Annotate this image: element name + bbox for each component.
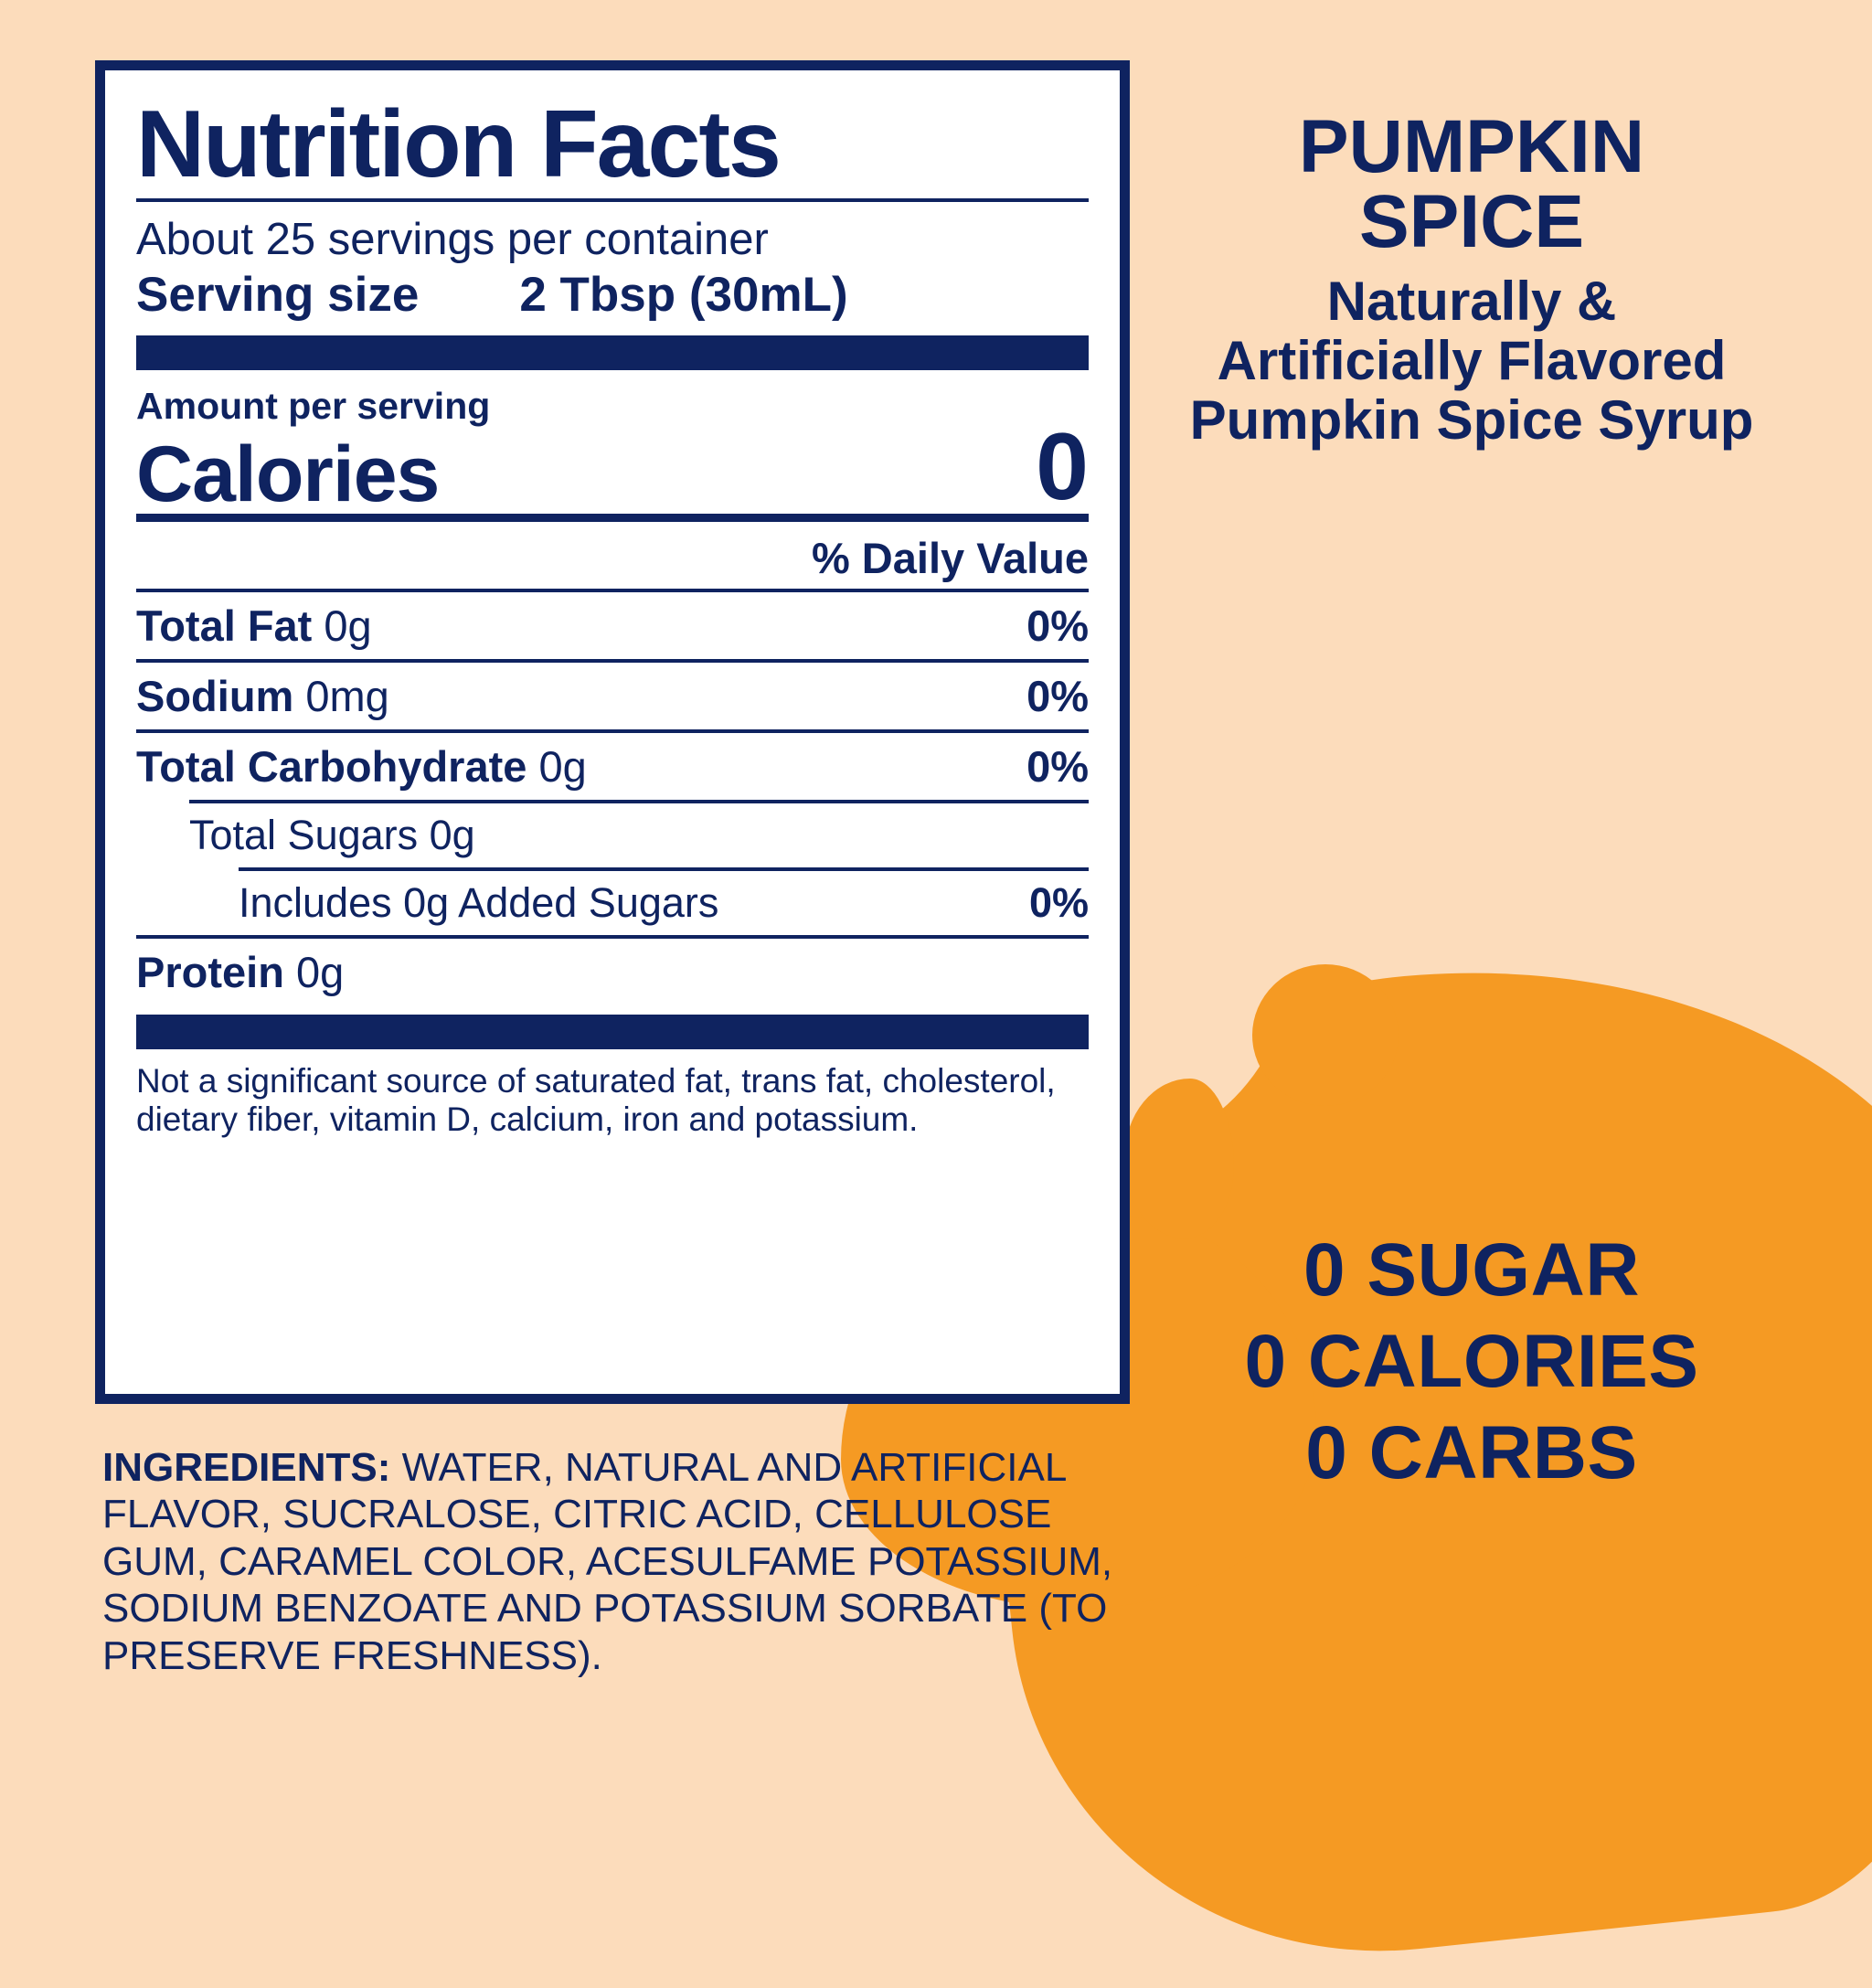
- calories-divider: [136, 513, 1089, 522]
- nutrient-name-total-carbohydrate: Total Carbohydrate 0g: [136, 741, 587, 791]
- calories-label: Calories: [136, 430, 440, 518]
- thick-divider-bottom: [136, 1014, 1089, 1049]
- table-row: Total Sugars 0g: [136, 803, 1089, 867]
- label-canvas: Nutrition Facts About 25 servings per co…: [95, 60, 1872, 1988]
- nutrient-name-added-sugars: Includes 0g Added Sugars: [239, 878, 719, 926]
- dv-divider: [136, 588, 1089, 592]
- claim-zero-calories: 0 CALORIES: [1244, 1320, 1699, 1404]
- nutrient-name-sodium: Sodium 0mg: [136, 671, 389, 720]
- brand-description-line-1: Naturally &: [1326, 271, 1617, 332]
- nutrient-name-protein: Protein 0g: [136, 947, 345, 996]
- nutrient-percent-total-fat: 0%: [1026, 601, 1089, 650]
- table-row: Total Carbohydrate 0g 0%: [136, 733, 1089, 800]
- row-divider: [136, 934, 1089, 939]
- row-divider-indented-2: [239, 866, 1089, 871]
- amount-per-serving-label: Amount per serving: [136, 384, 491, 427]
- nutrition-facts-title: Nutrition Facts: [136, 91, 782, 197]
- table-row: Sodium 0mg 0%: [136, 663, 1089, 729]
- row-divider: [136, 728, 1089, 733]
- thick-divider-top: [136, 335, 1089, 370]
- serving-size-value: 2 Tbsp (30mL): [519, 267, 848, 322]
- brand-description-line-2: Artificially Flavored: [1217, 329, 1727, 391]
- orange-splash-dot-small: [1124, 1079, 1234, 1239]
- nutrient-name-total-sugars: Total Sugars 0g: [189, 811, 475, 858]
- claims-block: 0 SUGAR 0 CALORIES 0 CARBS: [1143, 1225, 1801, 1499]
- ingredients-block: INGREDIENTS: WATER, NATURAL AND ARTIFICI…: [102, 1444, 1117, 1679]
- daily-value-header: % Daily Value: [811, 533, 1089, 582]
- serving-size-label: Serving size: [136, 267, 420, 322]
- nutrition-footnote: Not a significant source of saturated fa…: [136, 1061, 1056, 1138]
- brand-name-line-1: PUMPKIN: [1298, 105, 1645, 188]
- table-row: Protein 0g: [136, 939, 1089, 1005]
- claim-zero-sugar: 0 SUGAR: [1303, 1228, 1640, 1312]
- calories-row: Calories 0: [136, 413, 1089, 520]
- ingredients-text: WATER, NATURAL AND ARTIFICIAL FLAVOR, SU…: [102, 1445, 1113, 1678]
- nutrient-percent-sodium: 0%: [1026, 671, 1089, 720]
- orange-splash-dot-large: [1252, 964, 1399, 1106]
- title-divider: [136, 198, 1089, 203]
- table-row: Total Fat 0g 0%: [136, 592, 1089, 659]
- servings-per-container: About 25 servings per container: [136, 215, 769, 265]
- calories-value: 0: [1036, 413, 1089, 520]
- nutrient-percent-total-carbohydrate: 0%: [1026, 741, 1089, 791]
- nutrient-percent-added-sugars: 0%: [1028, 878, 1089, 926]
- brand-block: PUMPKIN SPICE Naturally & Artificially F…: [1161, 110, 1782, 450]
- brand-name-line-2: SPICE: [1358, 180, 1585, 263]
- ingredients-heading: INGREDIENTS:: [102, 1445, 391, 1490]
- row-divider-indented: [189, 799, 1089, 803]
- nutrition-facts-panel: Nutrition Facts About 25 servings per co…: [95, 60, 1130, 1404]
- claim-zero-carbs: 0 CARBS: [1305, 1411, 1638, 1495]
- serving-size-row: Serving size 2 Tbsp (30mL): [136, 267, 1089, 323]
- brand-description-line-3: Pumpkin Spice Syrup: [1189, 388, 1754, 451]
- table-row: Includes 0g Added Sugars 0%: [136, 871, 1089, 935]
- nutrient-name-total-fat: Total Fat 0g: [136, 601, 372, 650]
- row-divider: [136, 658, 1089, 663]
